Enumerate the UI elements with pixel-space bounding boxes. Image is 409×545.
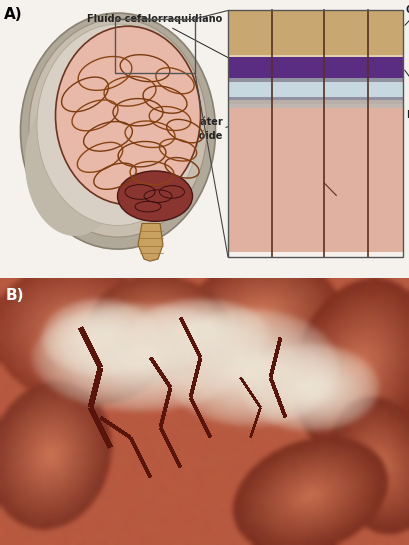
Ellipse shape bbox=[117, 171, 193, 221]
Text: A): A) bbox=[4, 7, 22, 22]
Bar bbox=[228, 104, 403, 108]
Text: Pia-máter: Pia-máter bbox=[169, 106, 287, 127]
Text: Fluído cefalorraquidiano: Fluído cefalorraquidiano bbox=[88, 14, 285, 88]
Ellipse shape bbox=[29, 19, 207, 237]
Bar bbox=[228, 82, 403, 97]
Ellipse shape bbox=[20, 13, 216, 249]
Polygon shape bbox=[138, 223, 163, 261]
Text: Osso: Osso bbox=[405, 4, 409, 26]
Bar bbox=[228, 57, 403, 78]
Bar bbox=[115, 19, 195, 74]
Bar bbox=[228, 78, 403, 82]
Ellipse shape bbox=[25, 89, 125, 236]
Ellipse shape bbox=[56, 26, 200, 204]
Bar bbox=[228, 10, 403, 257]
Bar bbox=[228, 55, 403, 57]
Bar bbox=[228, 100, 403, 104]
Bar bbox=[228, 97, 403, 100]
Text: B): B) bbox=[6, 288, 25, 303]
Bar bbox=[228, 10, 403, 55]
Ellipse shape bbox=[37, 24, 199, 226]
Text: Aracnóide: Aracnóide bbox=[168, 103, 313, 141]
Bar bbox=[228, 108, 403, 252]
Text: Dura-máter: Dura-máter bbox=[405, 70, 409, 120]
